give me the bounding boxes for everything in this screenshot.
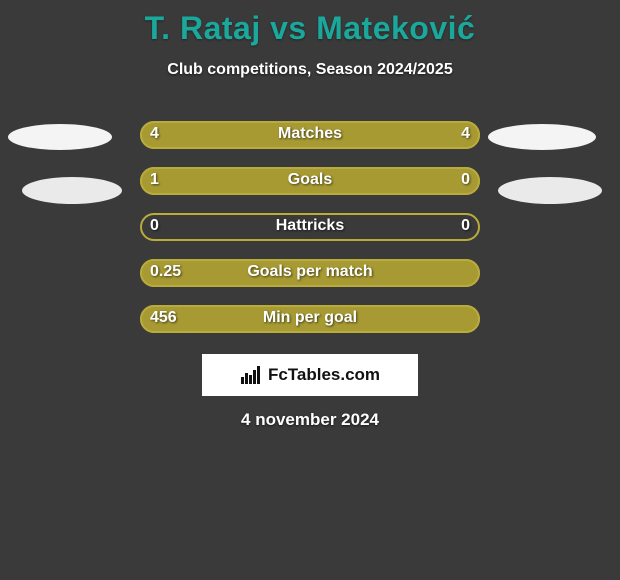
stat-label: Hattricks xyxy=(0,217,620,235)
page-title: T. Rataj vs Mateković xyxy=(0,0,620,47)
stat-label: Goals xyxy=(0,171,620,189)
chart-bars-icon xyxy=(240,364,262,386)
snapshot-date: 4 november 2024 xyxy=(0,410,620,430)
stat-row: 0.25Goals per match xyxy=(0,259,620,287)
stat-label: Min per goal xyxy=(0,309,620,327)
stat-row: 10Goals xyxy=(0,167,620,195)
stat-label: Matches xyxy=(0,125,620,143)
player-right-name: Mateković xyxy=(316,10,475,46)
source-badge: FcTables.com xyxy=(202,354,418,396)
stats-compare-area: 44Matches 10Goals 00Hattricks 0.25Goals per… xyxy=(0,121,620,333)
subtitle: Club competitions, Season 2024/2025 xyxy=(0,61,620,79)
title-vs: vs xyxy=(270,10,307,46)
source-badge-text: FcTables.com xyxy=(268,365,380,385)
player-left-name: T. Rataj xyxy=(145,10,261,46)
stat-row: 00Hattricks xyxy=(0,213,620,241)
stat-label: Goals per match xyxy=(0,263,620,281)
stat-row: 456Min per goal xyxy=(0,305,620,333)
stat-row: 44Matches xyxy=(0,121,620,149)
